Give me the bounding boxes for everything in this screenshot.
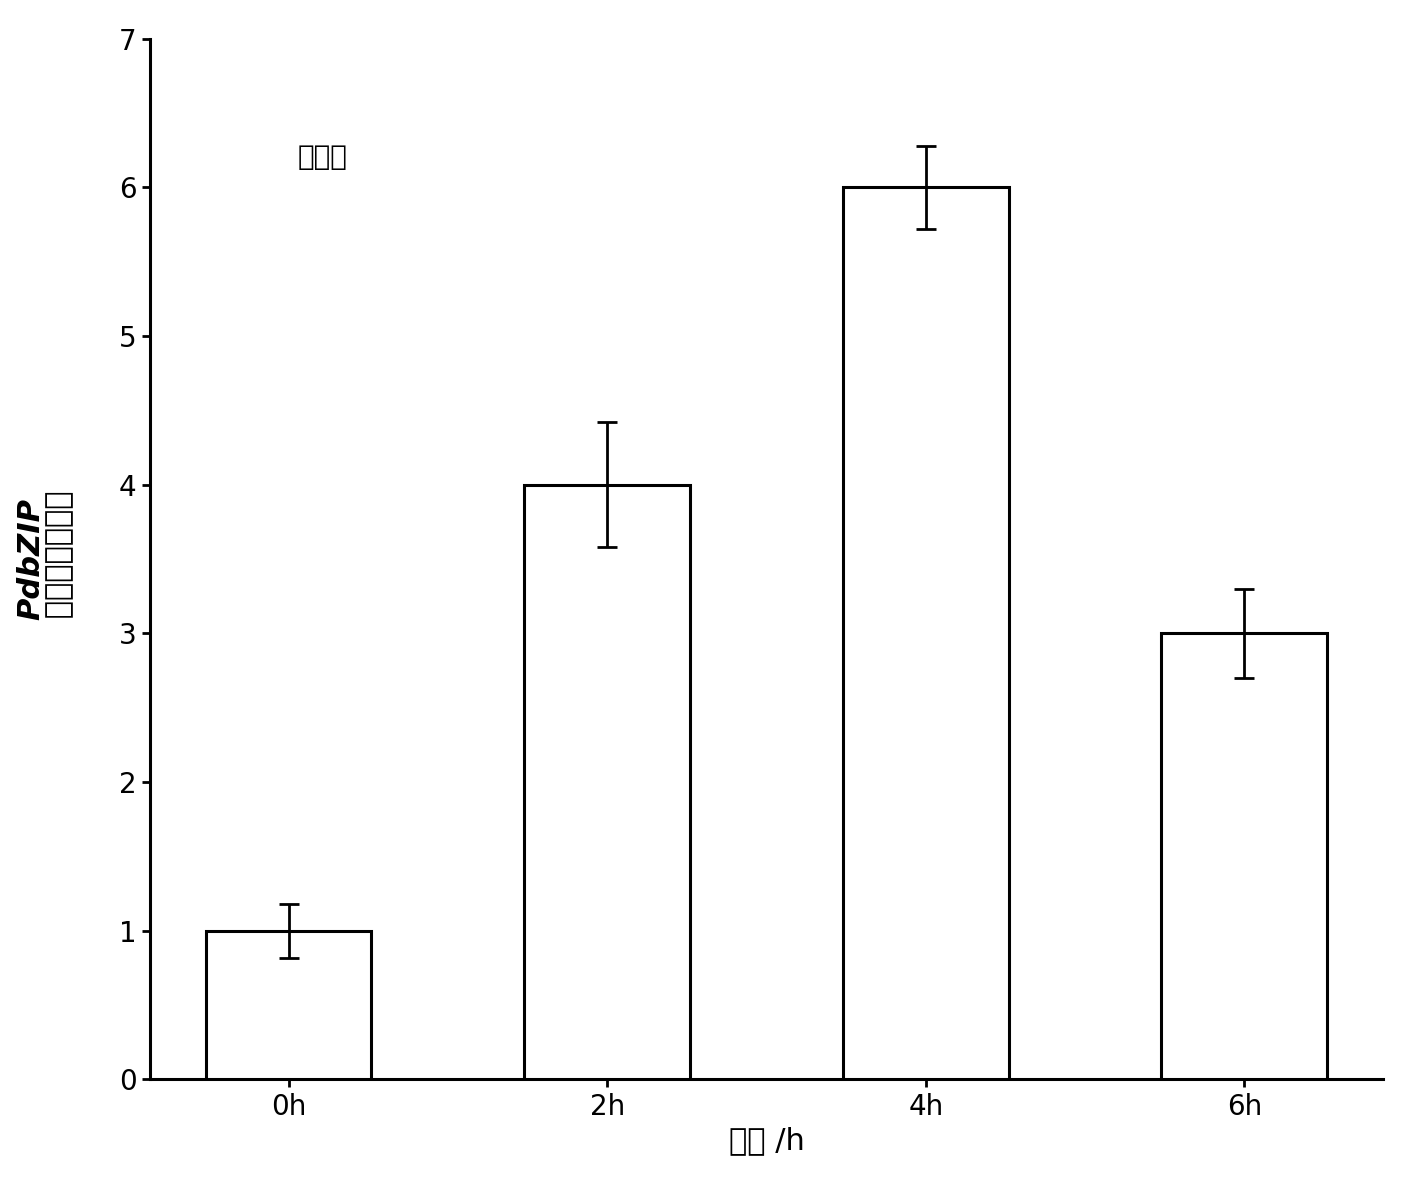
Text: 盐处理: 盐处理 [298, 143, 347, 170]
Text: 基因相对表达量: 基因相对表达量 [45, 491, 73, 628]
Bar [525, 485, 690, 1079]
Bar [1161, 633, 1328, 1079]
Bar [206, 931, 371, 1079]
X-axis label: 时间 /h: 时间 /h [728, 1126, 804, 1156]
Bar [842, 187, 1009, 1079]
Text: PdbZIP: PdbZIP [16, 498, 45, 620]
